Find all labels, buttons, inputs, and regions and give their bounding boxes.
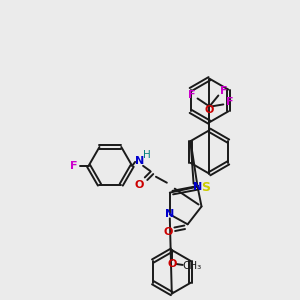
Text: O: O (205, 105, 214, 116)
Text: H: H (143, 150, 151, 160)
Text: S: S (201, 181, 210, 194)
Text: O: O (163, 227, 172, 237)
Text: N: N (165, 209, 174, 219)
Text: O: O (134, 180, 144, 190)
Text: F: F (226, 98, 233, 107)
Text: F: F (188, 89, 195, 100)
Text: N: N (136, 156, 145, 166)
Text: CH₃: CH₃ (182, 261, 201, 271)
Text: F: F (70, 161, 77, 171)
Text: N: N (193, 182, 202, 192)
Text: F: F (220, 85, 227, 96)
Text: O: O (167, 259, 176, 269)
